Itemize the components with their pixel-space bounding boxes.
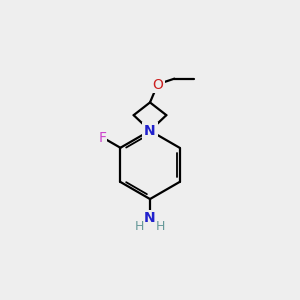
Text: N: N xyxy=(144,124,156,138)
Text: H: H xyxy=(135,220,144,233)
Text: N: N xyxy=(144,211,156,225)
Text: F: F xyxy=(99,131,107,145)
Text: H: H xyxy=(156,220,165,233)
Text: O: O xyxy=(152,78,163,92)
